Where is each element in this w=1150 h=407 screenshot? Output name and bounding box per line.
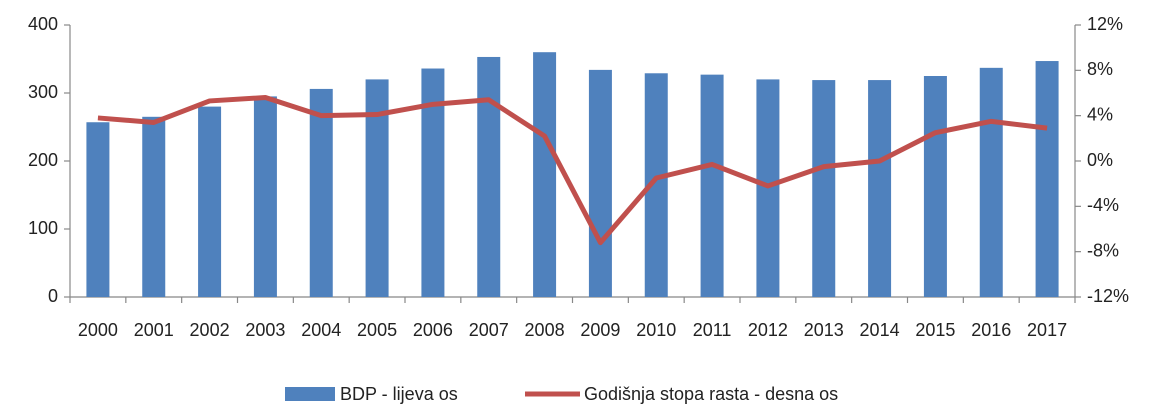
x-tick-label: 2000	[78, 320, 118, 340]
x-tick-label: 2008	[525, 320, 565, 340]
y-tick-label: 300	[28, 82, 58, 102]
line	[97, 95, 1048, 246]
x-tick-label: 2007	[469, 320, 509, 340]
bar	[700, 74, 724, 297]
bar	[421, 68, 445, 298]
bar	[644, 73, 668, 297]
bar	[1035, 61, 1059, 297]
x-tick-label: 2002	[190, 320, 230, 340]
bar	[812, 80, 836, 297]
x-tick-label: 2013	[804, 320, 844, 340]
bar	[923, 76, 947, 297]
bar	[142, 116, 166, 297]
x-tick-label: 2004	[301, 320, 341, 340]
y2-tick-label: -4%	[1087, 195, 1119, 215]
x-tick-label: 2014	[860, 320, 900, 340]
y-tick-label: 100	[28, 218, 58, 238]
bar	[198, 106, 222, 297]
bar	[309, 88, 333, 297]
x-tick-label: 2011	[693, 320, 732, 340]
x-tick-label: 2005	[357, 320, 397, 340]
x-tick-label: 2016	[971, 320, 1011, 340]
y2-tick-label: 8%	[1087, 59, 1113, 79]
x-tick-label: 2010	[636, 320, 676, 340]
x-tick-label: 2001	[134, 320, 174, 340]
x-tick-label: 2006	[413, 320, 453, 340]
bar	[979, 67, 1003, 297]
y-tick-label: 200	[28, 150, 58, 170]
y2-tick-label: 12%	[1087, 14, 1123, 34]
bar	[253, 96, 277, 298]
y2-tick-label: 4%	[1087, 104, 1113, 124]
bar	[86, 122, 110, 298]
legend-label: BDP - lijeva os	[340, 384, 458, 404]
x-tick-label: 2009	[580, 320, 620, 340]
y-tick-label: 400	[28, 14, 58, 34]
bar	[868, 80, 892, 297]
x-tick-label: 2015	[915, 320, 955, 340]
legend-swatch	[285, 387, 335, 401]
x-tick-label: 2003	[245, 320, 285, 340]
bar	[588, 69, 612, 297]
bar	[533, 52, 557, 298]
x-tick-label: 2017	[1027, 320, 1067, 340]
y2-tick-label: -8%	[1087, 240, 1119, 260]
legend-label: Godišnja stopa rasta - desna os	[584, 384, 838, 404]
bar	[477, 56, 501, 298]
y2-tick-label: -12%	[1087, 286, 1129, 306]
bar	[365, 79, 389, 298]
y2-tick-label: 0%	[1087, 150, 1113, 170]
y-tick-label: 0	[48, 286, 58, 306]
x-tick-label: 2012	[748, 320, 788, 340]
